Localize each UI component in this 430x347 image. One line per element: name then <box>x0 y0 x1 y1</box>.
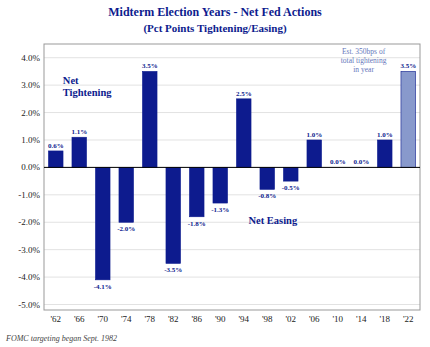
bar <box>213 167 228 203</box>
chart: Midterm Election Years - Net Fed Actions… <box>0 0 430 347</box>
bar <box>283 167 298 181</box>
x-tick-label: '02 <box>285 314 296 324</box>
bar <box>236 99 251 168</box>
background <box>0 0 430 347</box>
x-tick-label: '66 <box>74 314 85 324</box>
grid-line <box>44 304 420 305</box>
data-label: -4.1% <box>94 283 112 291</box>
x-tick-label: '82 <box>168 314 179 324</box>
zero-line <box>44 167 420 168</box>
x-tick-label: '74 <box>121 314 132 324</box>
bar <box>189 167 204 216</box>
data-label: 3.5% <box>400 62 416 70</box>
data-label: -0.8% <box>258 192 276 200</box>
x-tick-label: '98 <box>262 314 273 324</box>
bar <box>166 167 181 263</box>
text-line: Est. 350bps of <box>342 47 386 56</box>
bar <box>142 71 157 167</box>
bars <box>48 71 415 279</box>
data-label: 1.0% <box>377 131 393 139</box>
x-tick-label: '10 <box>332 314 343 324</box>
bar <box>48 151 63 167</box>
bar <box>260 167 275 189</box>
text-line: in year <box>353 65 374 74</box>
x-tick-label: '14 <box>356 314 367 324</box>
y-tick-label: -4.0% <box>18 272 40 282</box>
title: Midterm Election Years - Net Fed Actions <box>108 5 322 19</box>
y-tick-label: -5.0% <box>18 300 40 310</box>
subtitle: (Pct Points Tightening/Easing) <box>143 22 287 35</box>
y-tick-label: 3.0% <box>21 80 40 90</box>
y-tick-label: 2.0% <box>21 108 40 118</box>
text-line: total tightening <box>341 56 387 65</box>
x-tick-label: '06 <box>309 314 320 324</box>
y-tick-label: -3.0% <box>18 245 40 255</box>
y-tick-label: -1.0% <box>18 190 40 200</box>
x-tick-label: '86 <box>191 314 202 324</box>
bar <box>307 140 322 167</box>
x-tick-label: '18 <box>379 314 390 324</box>
data-label: -1.3% <box>211 206 229 214</box>
data-label: 1.1% <box>71 128 87 136</box>
data-label: -3.5% <box>164 266 182 274</box>
data-label: 0.0% <box>330 158 346 166</box>
x-tick-label: '62 <box>50 314 61 324</box>
text-line: Net Easing <box>248 215 297 226</box>
text-line: Tightening <box>63 87 113 98</box>
data-label: 1.0% <box>306 131 322 139</box>
grid-line <box>44 139 420 140</box>
y-tick-label: 0.0% <box>21 162 40 172</box>
data-label: 2.5% <box>236 90 252 98</box>
bar <box>401 71 416 167</box>
plot-frame <box>44 44 420 310</box>
y-tick-label: -2.0% <box>18 217 40 227</box>
x-tick-label: '94 <box>238 314 249 324</box>
annotation: NetTightening <box>63 75 113 98</box>
annotation: Net Easing <box>248 215 297 226</box>
x-tick-label: '22 <box>403 314 414 324</box>
grid-line <box>44 112 420 113</box>
data-label: -2.0% <box>117 225 135 233</box>
bar <box>72 137 87 167</box>
bar <box>119 167 134 222</box>
footnote: FOMC targeting began Sept. 1982 <box>5 334 117 343</box>
data-label: -0.5% <box>282 184 300 192</box>
data-label: -1.8% <box>188 220 206 228</box>
x-tick-label: '70 <box>97 314 108 324</box>
x-tick-label: '90 <box>215 314 226 324</box>
bar <box>95 167 110 279</box>
data-label: 0.6% <box>48 142 64 150</box>
annotation: Est. 350bps oftotal tighteningin year <box>341 47 387 74</box>
data-label: 3.5% <box>142 62 158 70</box>
bar <box>377 140 392 167</box>
x-tick-label: '78 <box>144 314 155 324</box>
text-line: Net <box>63 75 79 86</box>
grid-line <box>44 167 420 168</box>
data-label: 0.0% <box>353 158 369 166</box>
y-tick-label: 1.0% <box>21 135 40 145</box>
grid-line <box>44 85 420 86</box>
y-tick-label: 4.0% <box>21 53 40 63</box>
